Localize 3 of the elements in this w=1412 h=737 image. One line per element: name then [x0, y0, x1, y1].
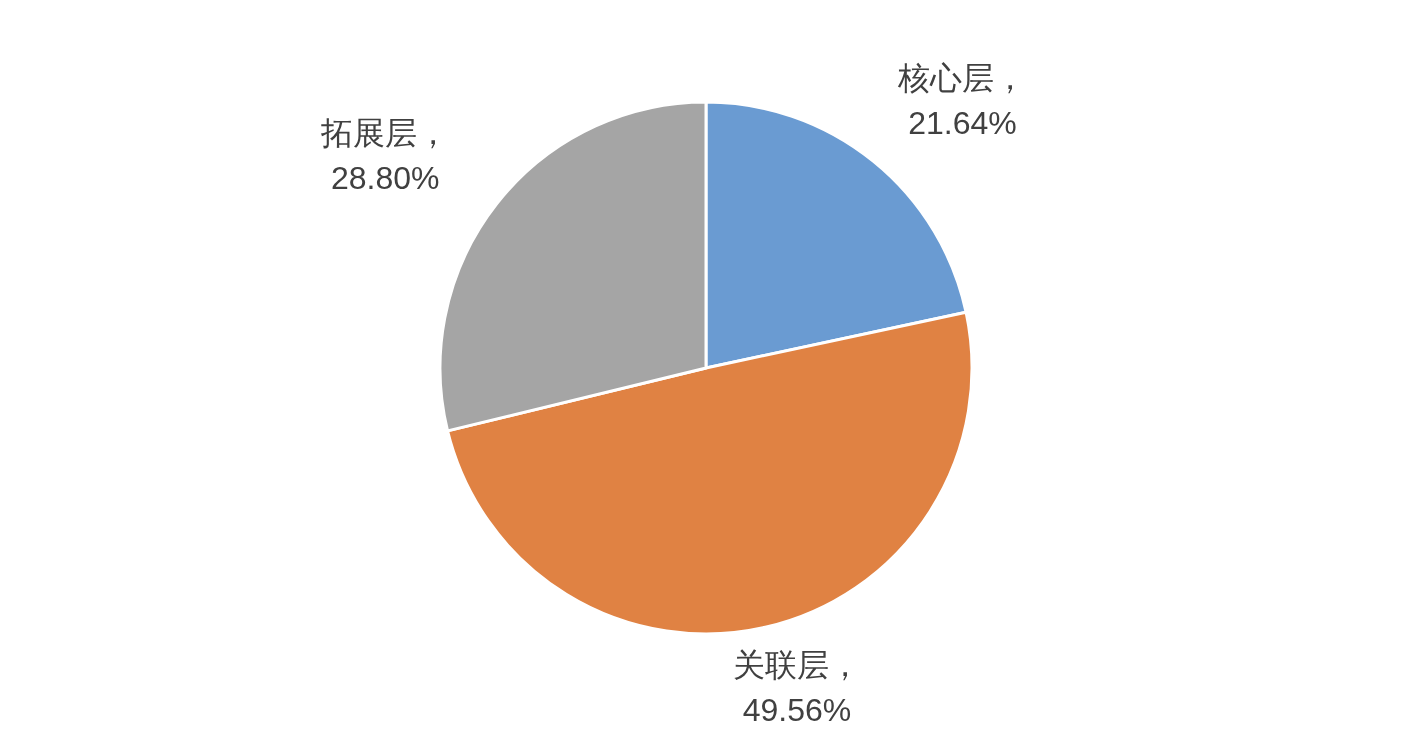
slice-label: 关联层，49.56% [732, 646, 862, 730]
slice-label: 核心层，21.64% [897, 59, 1028, 144]
slice-label: 拓展层，28.80% [320, 114, 451, 199]
